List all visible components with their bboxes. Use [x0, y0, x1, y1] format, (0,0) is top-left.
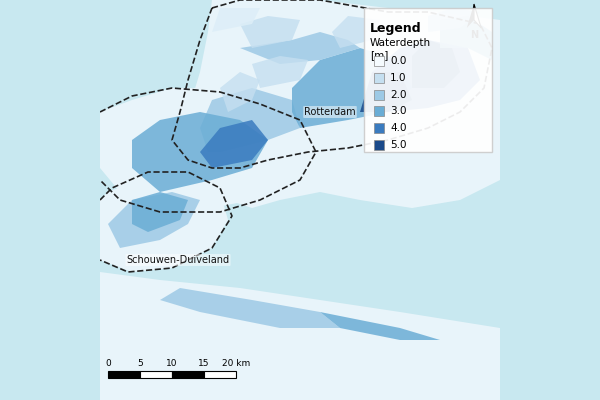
Polygon shape [372, 40, 480, 112]
Bar [108, 371, 140, 378]
Polygon shape [212, 8, 260, 32]
Bar [374, 90, 384, 100]
Polygon shape [160, 288, 340, 328]
Bar [374, 140, 384, 150]
Polygon shape [440, 16, 492, 60]
Polygon shape [132, 112, 268, 192]
Polygon shape [100, 272, 500, 400]
Text: 20 km: 20 km [222, 359, 250, 368]
Text: 2.0: 2.0 [390, 90, 407, 100]
Polygon shape [428, 8, 480, 32]
Text: 3.0: 3.0 [390, 106, 407, 116]
Bar [374, 123, 384, 133]
Polygon shape [332, 16, 380, 48]
Polygon shape [474, 4, 481, 28]
Polygon shape [320, 312, 440, 340]
Polygon shape [252, 56, 308, 88]
Polygon shape [100, 176, 228, 272]
Bar [364, 8, 492, 152]
Text: 4.0: 4.0 [390, 123, 407, 133]
Polygon shape [240, 32, 360, 64]
Text: 5: 5 [137, 359, 143, 368]
Polygon shape [132, 192, 188, 232]
Text: 10: 10 [166, 359, 178, 368]
Bar [172, 371, 204, 378]
Polygon shape [292, 48, 412, 128]
Text: Waterdepth
[m]: Waterdepth [m] [370, 38, 431, 60]
Polygon shape [180, 0, 500, 208]
Text: 5.0: 5.0 [390, 140, 407, 150]
Bar [374, 106, 384, 116]
Bar [374, 73, 384, 83]
Text: Legend: Legend [370, 22, 422, 35]
Polygon shape [200, 88, 300, 152]
Bar [140, 371, 172, 378]
Polygon shape [100, 88, 308, 208]
Polygon shape [467, 4, 474, 28]
Polygon shape [360, 72, 412, 112]
Polygon shape [200, 120, 268, 168]
Polygon shape [240, 16, 300, 48]
Polygon shape [108, 192, 200, 248]
Text: N: N [470, 30, 478, 40]
Bar [374, 56, 384, 66]
Text: 0: 0 [105, 359, 111, 368]
Text: 0.0: 0.0 [390, 56, 406, 66]
Bar [204, 371, 236, 378]
Polygon shape [412, 40, 460, 88]
Text: Rotterdam: Rotterdam [304, 107, 356, 117]
Polygon shape [220, 72, 260, 112]
Text: 15: 15 [198, 359, 210, 368]
Text: 1.0: 1.0 [390, 73, 407, 83]
Text: Schouwen-Duiveland: Schouwen-Duiveland [127, 255, 230, 265]
